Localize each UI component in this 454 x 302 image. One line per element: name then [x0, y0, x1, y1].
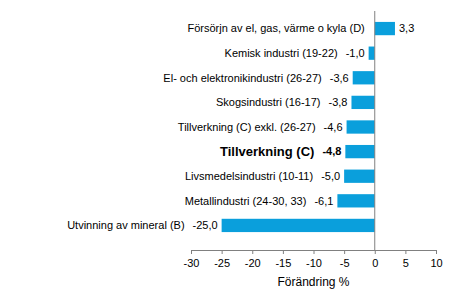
- data-label: 3,3: [399, 22, 414, 34]
- bar: [344, 170, 375, 183]
- tick: 0: [372, 250, 378, 269]
- tick-mark: [405, 250, 406, 254]
- tick-label: -5: [340, 257, 350, 269]
- bar: [375, 22, 395, 35]
- bar: [353, 71, 375, 84]
- data-label: -3,6: [330, 72, 349, 84]
- bar: [222, 219, 375, 232]
- category-label: Tillverkning (C): [220, 144, 314, 159]
- data-label: -4,8: [322, 145, 341, 157]
- data-label: -6,1: [314, 195, 333, 207]
- tick-mark: [222, 250, 223, 254]
- tick-mark: [314, 250, 315, 254]
- category-label: Kemisk industri (19-22): [225, 47, 338, 59]
- bar: [347, 120, 375, 133]
- data-label: -5,0: [321, 170, 340, 182]
- tick-label: 5: [403, 257, 409, 269]
- tick-label: 0: [372, 257, 378, 269]
- tick: 10: [430, 250, 442, 269]
- tick: -5: [340, 250, 350, 269]
- data-label: -4,6: [324, 121, 343, 133]
- category-label: Försörjn av el, gas, värme o kyla (D): [187, 22, 364, 34]
- category-label: Utvinning av mineral (B): [67, 219, 184, 231]
- axis-title: Förändring %: [277, 275, 349, 289]
- tick-mark: [344, 250, 345, 254]
- bar: [345, 145, 374, 158]
- chart: -30 -25 -20 -15 -10 -5 0 5 10 Förändring % 3,3 Förs…: [0, 0, 454, 302]
- tick: -20: [245, 250, 261, 269]
- tick-mark: [436, 250, 437, 254]
- tick: -15: [275, 250, 291, 269]
- tick-label: -10: [306, 257, 322, 269]
- tick-label: -25: [214, 257, 230, 269]
- tick-mark: [191, 250, 192, 254]
- x-axis: -30 -25 -20 -15 -10 -5 0 5 10: [184, 250, 443, 269]
- category-label: Tillverkning (C) exkl. (26-27): [178, 121, 316, 133]
- tick: -10: [306, 250, 322, 269]
- zero-line: [374, 11, 375, 250]
- category-label: El- och elektronikindustri (26-27): [163, 72, 321, 84]
- tick-mark: [252, 250, 253, 254]
- bar: [351, 96, 374, 109]
- tick-mark: [283, 250, 284, 254]
- data-label: -1,0: [346, 47, 365, 59]
- tick: -25: [214, 250, 230, 269]
- labels: 3,3 Försörjn av el, gas, värme o kyla (D)…: [67, 22, 414, 231]
- data-label: -25,0: [193, 219, 218, 231]
- bar: [369, 47, 375, 60]
- tick-label: -20: [245, 257, 261, 269]
- tick-mark: [375, 250, 376, 254]
- tick: -30: [184, 250, 200, 269]
- category-label: Livsmedelsindustri (10-11): [185, 170, 313, 182]
- data-label: -3,8: [329, 96, 348, 108]
- bar: [337, 194, 374, 207]
- tick-label: 10: [430, 257, 442, 269]
- tick-label: -15: [275, 257, 291, 269]
- tick: 5: [403, 250, 409, 269]
- tick-label: -30: [184, 257, 200, 269]
- category-label: Skogsindustri (16-17): [216, 96, 321, 108]
- category-label: Metallindustri (24-30, 33): [185, 195, 307, 207]
